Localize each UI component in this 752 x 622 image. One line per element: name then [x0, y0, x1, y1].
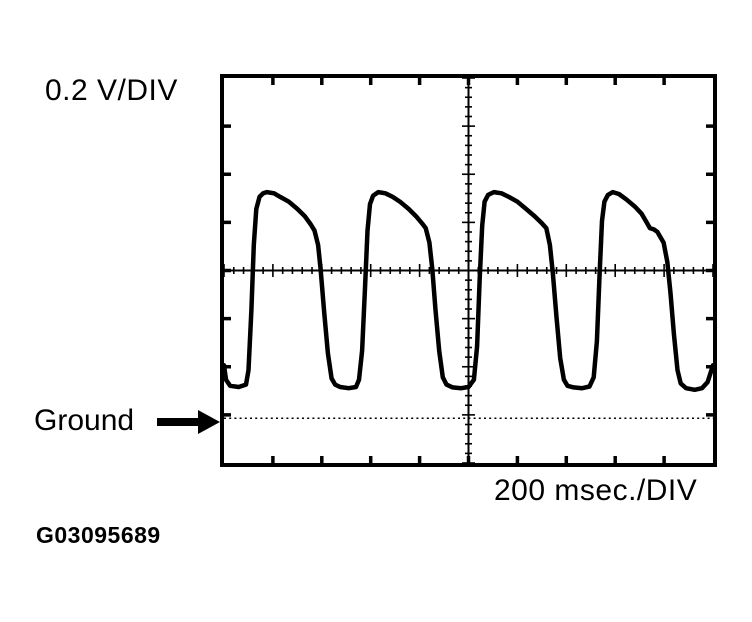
scope-plot: [220, 74, 717, 467]
figure-id: G03095689: [36, 522, 161, 548]
time-per-div-label: 200 msec./DIV: [494, 474, 698, 507]
volts-per-div-label: 0.2 V/DIV: [45, 74, 178, 107]
ground-label: Ground: [34, 404, 135, 437]
scope-border: [220, 74, 717, 467]
ground-arrow-icon: [157, 410, 220, 434]
waveform-trace: [221, 189, 716, 393]
graticule: [223, 77, 714, 464]
